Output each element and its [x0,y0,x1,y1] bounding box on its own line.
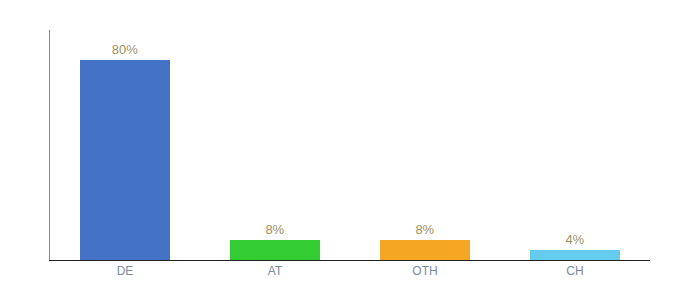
svg-text:OTH: OTH [412,264,437,278]
svg-text:4%: 4% [565,232,584,247]
svg-text:CH: CH [566,264,583,278]
svg-text:8%: 8% [415,222,434,237]
svg-text:AT: AT [268,264,283,278]
svg-text:8%: 8% [265,222,284,237]
svg-text:DE: DE [117,264,134,278]
svg-text:80%: 80% [112,42,138,57]
